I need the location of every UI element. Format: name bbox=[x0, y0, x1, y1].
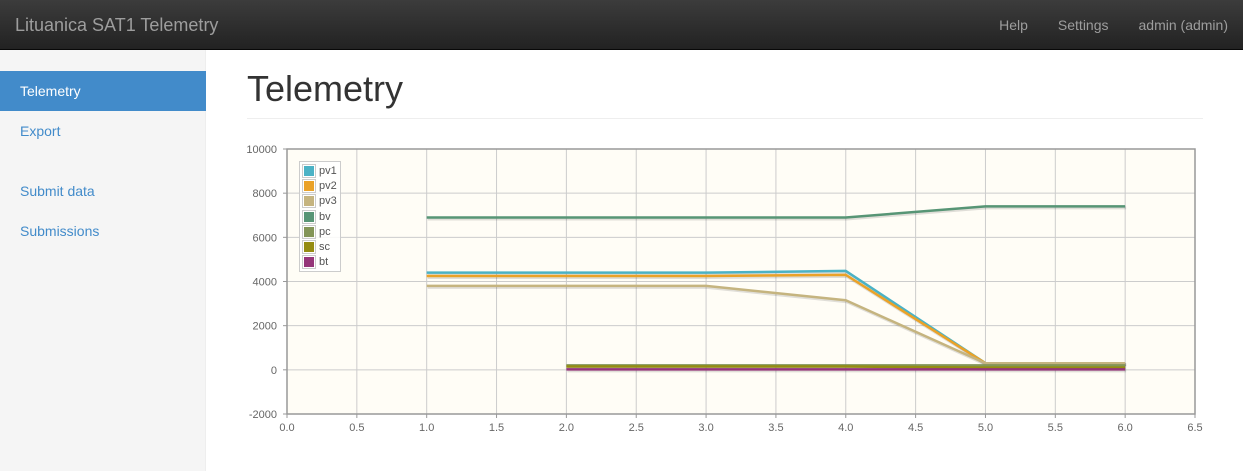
x-tick-label: 3.5 bbox=[768, 422, 783, 434]
legend-item-sc: sc bbox=[302, 239, 337, 255]
title-divider bbox=[247, 118, 1203, 119]
legend-label: bv bbox=[319, 210, 331, 223]
x-tick-label: 6.0 bbox=[1118, 422, 1133, 434]
settings-link[interactable]: Settings bbox=[1057, 17, 1109, 33]
sidebar-item-telemetry[interactable]: Telemetry bbox=[0, 71, 206, 111]
legend-label: sc bbox=[319, 241, 330, 254]
legend-swatch bbox=[302, 178, 316, 193]
chart-legend: pv1 pv2 pv3 bv pc sc bt bbox=[299, 161, 341, 273]
navbar-links: Help Settings admin (admin) bbox=[984, 0, 1243, 50]
legend-swatch bbox=[302, 224, 316, 239]
legend-item-pv1: pv1 bbox=[302, 163, 337, 178]
legend-swatch bbox=[302, 194, 316, 209]
sidebar-nav-primary: Telemetry Export bbox=[0, 71, 206, 151]
sidebar: Telemetry Export Submit data Submissions bbox=[0, 50, 206, 471]
series-shadow-bv bbox=[427, 206, 1127, 221]
legend-item-pv3: pv3 bbox=[302, 194, 337, 209]
y-tick-label: 2000 bbox=[253, 321, 277, 333]
x-tick-label: 1.5 bbox=[489, 422, 504, 434]
sidebar-item-submit-data[interactable]: Submit data bbox=[20, 183, 95, 199]
series-line-bv bbox=[426, 205, 1126, 219]
x-tick-label: 2.5 bbox=[629, 422, 644, 434]
legend-label: pv2 bbox=[319, 179, 337, 192]
legend-item-pv2: pv2 bbox=[302, 178, 337, 193]
legend-swatch bbox=[302, 240, 316, 255]
x-tick-label: 0.5 bbox=[349, 422, 364, 434]
y-tick-label: 6000 bbox=[253, 232, 277, 244]
x-tick-label: 5.5 bbox=[1048, 422, 1063, 434]
y-tick-label: 4000 bbox=[253, 277, 277, 289]
sidebar-nav-secondary: Submit data Submissions bbox=[0, 171, 206, 251]
x-tick-label: 0.0 bbox=[279, 422, 294, 434]
x-tick-label: 1.0 bbox=[419, 422, 434, 434]
legend-label: pv1 bbox=[319, 164, 337, 177]
x-tick-label: 6.5 bbox=[1187, 422, 1202, 434]
page-title: Telemetry bbox=[247, 68, 404, 109]
navbar: Lituanica SAT1 Telemetry Help Settings a… bbox=[0, 0, 1243, 50]
y-tick-label: 8000 bbox=[253, 188, 277, 200]
y-tick-label: 0 bbox=[271, 365, 277, 377]
legend-label: bt bbox=[319, 256, 329, 269]
brand-link[interactable]: Lituanica SAT1 Telemetry bbox=[15, 15, 219, 35]
legend-label: pv3 bbox=[319, 195, 337, 208]
x-tick-label: 4.0 bbox=[838, 422, 853, 434]
user-menu-link[interactable]: admin (admin) bbox=[1138, 17, 1228, 33]
sidebar-item-submissions[interactable]: Submissions bbox=[20, 223, 100, 239]
series-line-pv3 bbox=[426, 284, 1126, 365]
legend-item-pc: pc bbox=[302, 224, 337, 239]
legend-swatch bbox=[302, 255, 316, 270]
legend-label: pc bbox=[319, 225, 331, 238]
legend-swatch bbox=[302, 163, 316, 178]
x-tick-label: 5.0 bbox=[978, 422, 993, 434]
telemetry-chart: 0.0 0.5 1.0 1.5 2.0 2.5 3.0 3.5 4.0 4.5 5.0 5.5 6.0 6… bbox=[246, 144, 1202, 434]
x-tick-label: 2.0 bbox=[559, 422, 574, 434]
x-tick-label: 4.5 bbox=[908, 422, 923, 434]
y-tick-label: 10000 bbox=[246, 144, 277, 156]
legend-swatch bbox=[302, 209, 316, 224]
y-tick-label: -2000 bbox=[249, 409, 277, 421]
legend-item-bt: bt bbox=[302, 255, 337, 270]
help-link[interactable]: Help bbox=[999, 17, 1028, 33]
legend-item-bv: bv bbox=[302, 209, 337, 224]
x-tick-label: 3.0 bbox=[698, 422, 713, 434]
sidebar-item-export[interactable]: Export bbox=[20, 123, 61, 139]
series-line-sc bbox=[566, 365, 1126, 369]
